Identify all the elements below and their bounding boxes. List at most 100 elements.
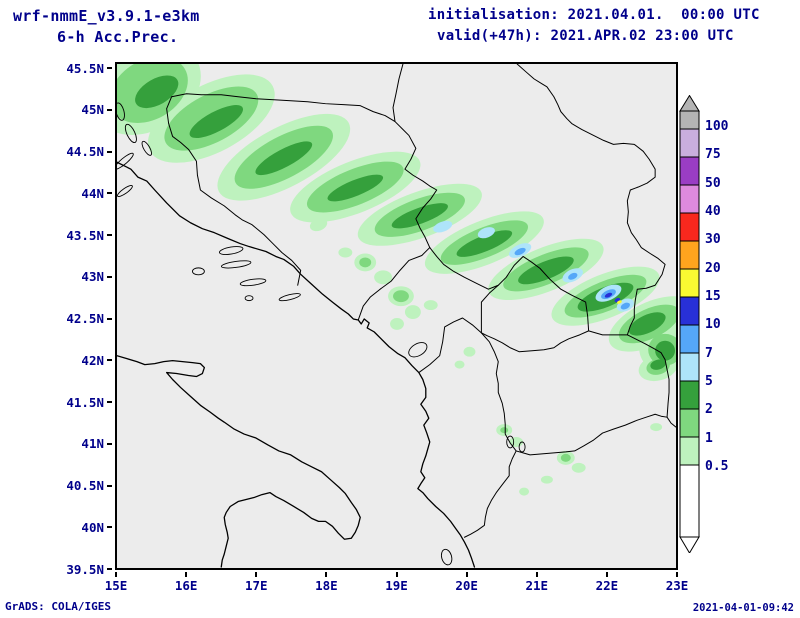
border-croatia-bosnia-serbia bbox=[166, 93, 438, 286]
border-serbia-macedonia bbox=[588, 330, 628, 336]
valid-time: valid(+47h): 2021.APR.02 23:00 UTC bbox=[437, 28, 734, 44]
colorbar-tick-label: 20 bbox=[705, 260, 721, 276]
colorbar-tick-label: 7 bbox=[705, 345, 713, 361]
colorbar-segment bbox=[679, 324, 700, 354]
precip-cell bbox=[359, 257, 372, 268]
precipitation-layer bbox=[117, 64, 676, 496]
border-montenegro-albania bbox=[418, 317, 482, 374]
longitude-tick-label: 18E bbox=[305, 572, 347, 593]
colorbar-segment bbox=[679, 128, 700, 158]
colorbar-segment bbox=[679, 536, 700, 553]
colorbar-tick-label: 5 bbox=[705, 373, 713, 389]
colorbar-tick-label: 100 bbox=[705, 119, 729, 134]
colorbar-segment bbox=[679, 95, 700, 112]
lake-ohrid bbox=[506, 435, 515, 449]
precip-cell bbox=[255, 141, 313, 176]
island bbox=[239, 278, 267, 287]
lake-prespa bbox=[518, 441, 526, 453]
latitude-tick-label: 40.5N bbox=[24, 478, 112, 494]
latitude-tick-label: 44.5N bbox=[24, 144, 112, 160]
colorbar-segment bbox=[679, 380, 700, 410]
plot-area bbox=[115, 62, 678, 570]
longitude-tick-label: 21E bbox=[516, 572, 558, 593]
border-serbia-romania-bulgaria bbox=[516, 64, 676, 428]
precip-cell bbox=[519, 487, 530, 496]
map-canvas bbox=[117, 64, 676, 568]
longitude-tick-label: 20E bbox=[446, 572, 488, 593]
island bbox=[117, 102, 125, 121]
precip-cell bbox=[338, 247, 353, 258]
latitude-tick-label: 45.5N bbox=[24, 60, 112, 76]
island bbox=[244, 295, 254, 302]
precip-cell bbox=[650, 359, 666, 370]
colorbar-tick-label: 30 bbox=[705, 232, 721, 248]
island bbox=[278, 293, 301, 302]
precip-cell bbox=[456, 230, 513, 257]
border-macedonia-greece-bulgaria bbox=[515, 413, 668, 456]
colorbar-segment bbox=[679, 110, 700, 130]
colorbar-tick-label: 2 bbox=[705, 402, 713, 418]
precip-cell bbox=[628, 312, 666, 336]
precip-cell bbox=[620, 302, 631, 310]
colorbar-segment bbox=[679, 240, 700, 270]
colorbar-segment bbox=[679, 464, 700, 538]
precip-cell bbox=[433, 220, 453, 233]
precip-cell bbox=[309, 218, 328, 232]
coastline-layer bbox=[117, 161, 476, 568]
initialisation-time: initialisation: 2021.04.01. 00:00 UTC bbox=[428, 7, 760, 23]
colorbar-tick-label: 10 bbox=[705, 317, 721, 333]
colorbar-tick-label: 15 bbox=[705, 288, 721, 304]
model-title: wrf-nmmE_v3.9.1-e3km bbox=[13, 7, 200, 25]
precip-cell bbox=[327, 174, 384, 202]
precip-cell bbox=[189, 105, 243, 139]
precip-cell bbox=[374, 270, 393, 285]
precip-cell bbox=[500, 427, 509, 434]
latitude-tick-label: 44N bbox=[24, 185, 112, 201]
latitude-tick-label: 41.5N bbox=[24, 394, 112, 410]
colorbar-segment bbox=[679, 156, 700, 186]
precip-cell bbox=[391, 203, 448, 229]
border-bosnia-montenegro bbox=[357, 247, 431, 321]
italian-coastline bbox=[117, 355, 361, 568]
product-title: 6-h Acc.Prec. bbox=[57, 28, 179, 46]
latitude-tick-label: 43N bbox=[24, 269, 112, 285]
longitude-tick-label: 16E bbox=[165, 572, 207, 593]
precip-cell bbox=[560, 453, 571, 462]
lake-skadar bbox=[408, 342, 428, 358]
precip-cell bbox=[135, 75, 179, 109]
colorbar-segment bbox=[679, 212, 700, 242]
colorbar-segment bbox=[679, 408, 700, 438]
precip-cell bbox=[518, 256, 574, 285]
latitude-tick-label: 43.5N bbox=[24, 227, 112, 243]
island bbox=[141, 140, 152, 156]
adriatic-east-coastline bbox=[117, 161, 476, 568]
island bbox=[220, 260, 252, 269]
precip-cell bbox=[604, 292, 613, 298]
colorbar-tick-label: 1 bbox=[705, 430, 713, 446]
island bbox=[124, 123, 137, 144]
colorbar-labels: 100 75 50 40 30 20 15 10 7 5 2 1 0.5 bbox=[705, 120, 728, 474]
colorbar-segment bbox=[679, 436, 700, 466]
precip-cell bbox=[404, 305, 421, 319]
colorbar-tick-label: 75 bbox=[705, 147, 721, 163]
longitude-tick-label: 23E bbox=[656, 572, 698, 593]
precip-cell bbox=[477, 227, 495, 239]
border-montenegro-serbia bbox=[429, 247, 499, 290]
precip-cell bbox=[393, 290, 409, 303]
island bbox=[192, 267, 205, 276]
colorbar-segment bbox=[679, 268, 700, 298]
longitude-tick-label: 15E bbox=[95, 572, 137, 593]
precip-cell bbox=[423, 300, 438, 311]
latitude-tick-label: 42.5N bbox=[24, 311, 112, 327]
precip-cell bbox=[571, 462, 586, 473]
colorbar-tick-label: 0.5 bbox=[705, 458, 729, 474]
colorbar-segment bbox=[679, 184, 700, 214]
border-croatia-serbia-danube bbox=[392, 64, 404, 123]
precip-cell bbox=[390, 317, 404, 330]
island bbox=[218, 246, 244, 255]
longitude-tick-label: 22E bbox=[586, 572, 628, 593]
colorbar-tick-label: 40 bbox=[705, 203, 721, 219]
latitude-tick-label: 41N bbox=[24, 436, 112, 452]
latitude-tick-label: 40N bbox=[24, 519, 112, 535]
precip-cell bbox=[540, 475, 553, 484]
